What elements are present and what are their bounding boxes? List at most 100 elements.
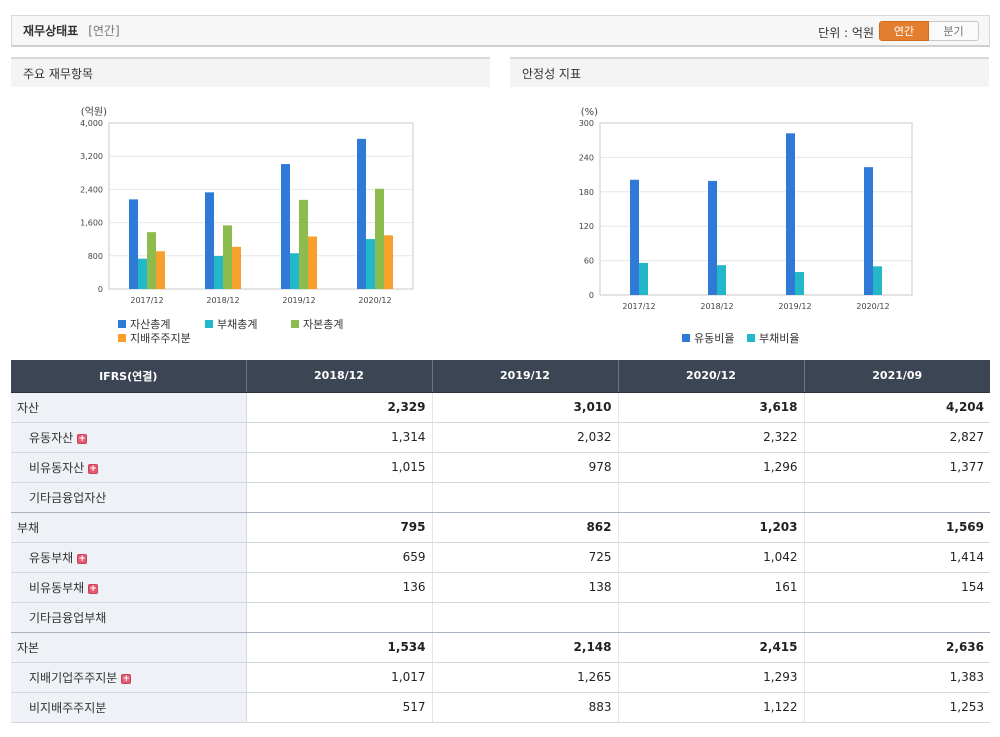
value-cell: 2,415 <box>618 632 805 663</box>
value-cell: 1,293 <box>618 662 805 693</box>
value-cell: 1,296 <box>618 452 805 483</box>
row-label: 기타금융업부채 <box>29 610 107 625</box>
value-cell: 161 <box>618 572 805 603</box>
bar <box>290 253 299 289</box>
table-row: 유동자산 +1,314 2,032 2,322 2,827 <box>11 422 990 453</box>
bar <box>630 179 639 295</box>
row-label-cell: 비지배주주지분 <box>11 692 247 723</box>
value-cell: 3,010 <box>432 392 619 423</box>
value-cell: 978 <box>432 452 619 483</box>
value-cell: 1,414 <box>804 542 990 573</box>
row-label-cell: 유동부채 + <box>11 542 247 573</box>
stability-title: 안정성 지표 <box>510 57 989 87</box>
row-label: 자본 <box>17 640 40 655</box>
bar <box>223 225 232 289</box>
value-cell <box>246 602 433 633</box>
y-tick-label: 240 <box>579 153 594 162</box>
bar <box>375 188 384 289</box>
row-label-cell: 비유동부채 + <box>11 572 247 603</box>
legend-swatch <box>747 334 755 342</box>
value-cell: 1,015 <box>246 452 433 483</box>
value-cell: 1,377 <box>804 452 990 483</box>
row-label-cell: 기타금융업자산 <box>11 482 247 513</box>
value-cell: 883 <box>432 692 619 723</box>
value-cell: 1,265 <box>432 662 619 693</box>
column-header-basis: IFRS(연결) <box>11 360 247 393</box>
value-cell: 2,636 <box>804 632 990 663</box>
value-cell <box>618 482 805 513</box>
x-tick-label: 2018/12 <box>206 296 239 305</box>
legend-label: 자산총계 <box>130 318 170 331</box>
bar <box>873 266 882 295</box>
bar <box>129 199 138 289</box>
bar <box>384 235 393 289</box>
value-cell: 659 <box>246 542 433 573</box>
y-tick-label: 180 <box>579 188 594 197</box>
major-items-title: 주요 재무항목 <box>11 57 490 87</box>
stability-chart: 0 60 120 180 240 300(%) 2017/12 2018/12 2019/12 2… <box>579 107 913 345</box>
value-cell: 725 <box>432 542 619 573</box>
value-cell: 1,314 <box>246 422 433 453</box>
x-tick-label: 2019/12 <box>778 302 811 311</box>
value-cell <box>432 482 619 513</box>
period-toggle: 연간 분기 <box>879 21 979 41</box>
row-label-cell: 기타금융업부채 <box>11 602 247 633</box>
bar <box>214 256 223 289</box>
value-cell: 154 <box>804 572 990 603</box>
table-row: 유동부채 +659 725 1,042 1,414 <box>11 542 990 573</box>
table-row: 부채 795 862 1,203 1,569 <box>11 512 990 543</box>
table-row: 자본 1,534 2,148 2,415 2,636 <box>11 632 990 663</box>
x-tick-label: 2018/12 <box>700 302 733 311</box>
major-items-chart: 0 800 1,600 2,400 3,200 4,000(억원) 2017/12 2018/… <box>80 106 414 345</box>
value-cell <box>804 482 990 513</box>
row-label: 유동자산 <box>29 430 74 445</box>
bar <box>147 232 156 289</box>
bar <box>281 164 290 289</box>
table-row: 자산 2,329 3,010 3,618 4,204 <box>11 392 990 423</box>
value-cell: 2,148 <box>432 632 619 663</box>
y-tick-label: 0 <box>589 291 594 300</box>
bar <box>786 133 795 295</box>
legend-swatch <box>291 320 299 328</box>
value-cell: 1,534 <box>246 632 433 663</box>
bar <box>795 272 804 295</box>
expand-plus-icon[interactable]: + <box>88 463 99 474</box>
expand-plus-icon[interactable]: + <box>77 433 88 444</box>
table-row: 비지배주주지분 517 883 1,122 1,253 <box>11 692 990 723</box>
value-cell <box>804 602 990 633</box>
row-label-cell: 유동자산 + <box>11 422 247 453</box>
annual-button[interactable]: 연간 <box>879 21 929 41</box>
column-header: 2021/09 <box>804 360 990 393</box>
row-label: 비지배주주지분 <box>29 700 107 715</box>
expand-plus-icon[interactable]: + <box>77 553 88 564</box>
stability-panel: 안정성 지표 0 60 120 180 240 300 (%) 2017/12 2018/12 2… <box>510 57 989 357</box>
row-label: 비유동자산 <box>29 460 85 475</box>
major-items-panel: 주요 재무항목 0 800 1,600 2,400 3,200 4,000 (억원) 2017… <box>11 57 490 357</box>
table-header-row: IFRS(연결) 2018/12 2019/12 2020/12 2021/09 <box>11 360 990 393</box>
row-label: 지배기업주주지분 <box>29 670 118 685</box>
y-tick-label: 800 <box>88 252 103 261</box>
value-cell: 2,827 <box>804 422 990 453</box>
row-label-cell: 비유동자산 + <box>11 452 247 483</box>
quarter-button[interactable]: 분기 <box>929 21 979 41</box>
legend-swatch <box>205 320 213 328</box>
table-row: 지배기업주주지분 +1,017 1,265 1,293 1,383 <box>11 662 990 693</box>
x-tick-label: 2019/12 <box>282 296 315 305</box>
row-label-cell: 지배기업주주지분 + <box>11 662 247 693</box>
y-tick-label: 300 <box>579 119 594 128</box>
x-tick-label: 2020/12 <box>856 302 889 311</box>
value-cell: 862 <box>432 512 619 543</box>
y-tick-label: 0 <box>98 285 103 294</box>
y-tick-label: 2,400 <box>80 185 103 194</box>
legend-label: 부채총계 <box>217 318 257 331</box>
statement-title: 재무상태표 <box>23 24 79 38</box>
y-tick-label: 4,000 <box>80 119 103 128</box>
value-cell: 138 <box>432 572 619 603</box>
expand-plus-icon[interactable]: + <box>121 673 132 684</box>
expand-plus-icon[interactable]: + <box>88 583 99 594</box>
value-cell: 795 <box>246 512 433 543</box>
table-row: 비유동자산 +1,015 978 1,296 1,377 <box>11 452 990 483</box>
row-label: 기타금융업자산 <box>29 490 107 505</box>
x-tick-label: 2017/12 <box>130 296 163 305</box>
value-cell: 1,569 <box>804 512 990 543</box>
